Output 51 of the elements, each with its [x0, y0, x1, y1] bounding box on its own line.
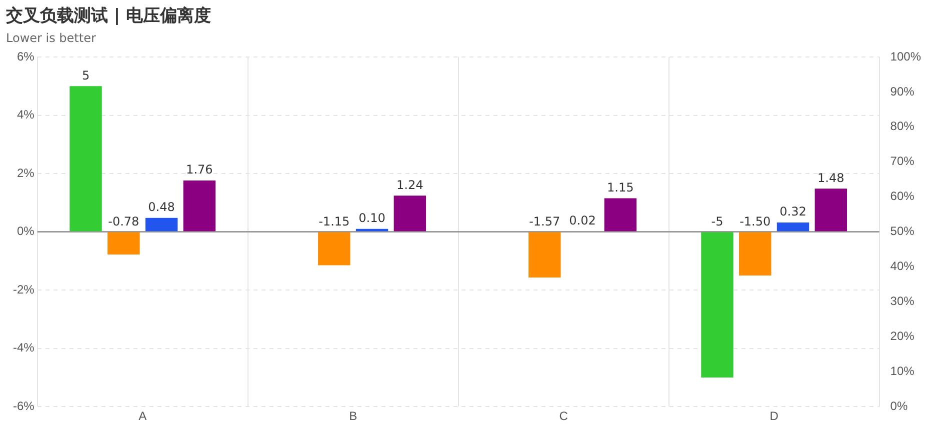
- bar: [528, 232, 561, 278]
- bar: [145, 218, 178, 232]
- y-tick-label: 4%: [16, 108, 35, 122]
- y2-tick-label: 70%: [890, 154, 915, 168]
- y2-tick-label: 50%: [890, 224, 915, 238]
- y2-tick-label: 80%: [890, 119, 915, 134]
- y-tick-label: -6%: [12, 398, 35, 413]
- data-label: 0.32: [780, 204, 806, 219]
- y-tick-label: -2%: [12, 282, 35, 296]
- bar: [183, 180, 216, 232]
- data-label: 0.10: [358, 211, 386, 226]
- data-label: 1.76: [186, 162, 213, 177]
- bar: [70, 86, 102, 232]
- bar: [814, 188, 847, 232]
- y2-tick-label: 20%: [890, 328, 915, 343]
- data-label: 5: [82, 68, 90, 82]
- chart-subtitle: Lower is better: [6, 31, 97, 45]
- bar: [356, 228, 388, 232]
- bar: [318, 232, 350, 266]
- y2-tick-label: 30%: [890, 294, 915, 308]
- y2-tick-label: 100%: [890, 49, 922, 64]
- x-tick-label: B: [349, 409, 358, 424]
- data-label: 1.15: [607, 180, 634, 194]
- data-label: -1.50: [740, 214, 771, 228]
- y-tick-label: 2%: [16, 166, 35, 180]
- bar: [394, 196, 426, 232]
- bar: [776, 222, 810, 232]
- bar: [604, 198, 637, 232]
- data-label: -1.57: [529, 214, 560, 228]
- bar: [108, 232, 140, 255]
- x-tick-label: C: [559, 409, 568, 424]
- y2-tick-label: 60%: [890, 189, 915, 204]
- y-tick-label: -4%: [12, 340, 35, 355]
- y2-tick-label: 90%: [890, 84, 915, 98]
- data-label: 0.02: [569, 213, 596, 228]
- x-tick-label: D: [770, 409, 779, 424]
- y2-tick-label: 10%: [890, 364, 915, 378]
- chart-title: 交叉负载测试 | 电压偏离度: [6, 5, 212, 27]
- data-label: -5: [711, 214, 724, 228]
- y-tick-label: 6%: [16, 49, 35, 64]
- data-label: 1.24: [396, 178, 424, 192]
- x-tick-label: A: [138, 409, 147, 424]
- data-label: -0.78: [108, 214, 140, 228]
- data-label: 1.48: [818, 170, 844, 185]
- y-tick-label: 0%: [16, 224, 35, 238]
- y2-tick-label: 0%: [890, 398, 908, 413]
- data-label: 0.48: [148, 200, 175, 214]
- bar: [739, 232, 772, 276]
- bar: [701, 232, 734, 378]
- data-label: -1.15: [318, 214, 350, 228]
- y2-tick-label: 40%: [890, 259, 915, 274]
